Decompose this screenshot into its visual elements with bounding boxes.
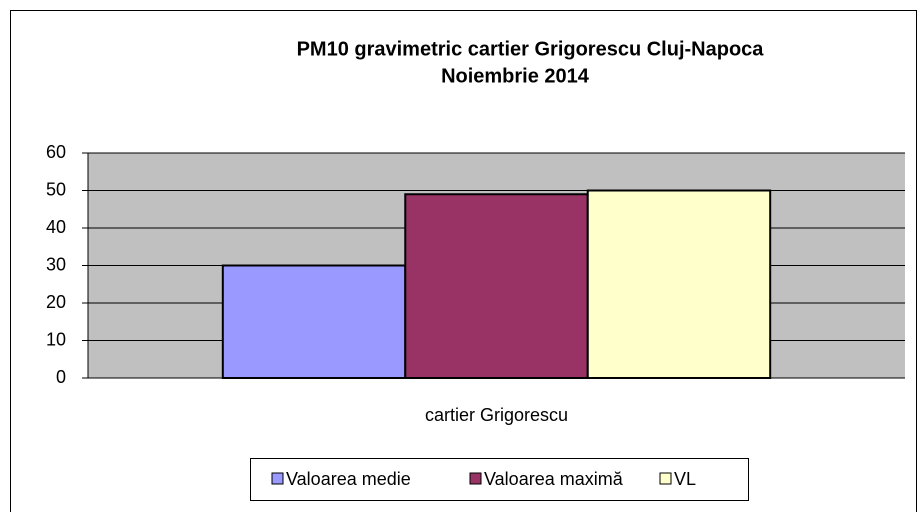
chart-subtitle: Noiembrie 2014	[441, 65, 590, 87]
y-tick-label: 30	[46, 254, 66, 274]
y-tick-label: 0	[56, 367, 66, 387]
legend-swatch	[271, 472, 284, 485]
bar	[221, 264, 407, 379]
legend-label: Valoarea medie	[286, 469, 411, 489]
y-tick-label: 20	[46, 292, 66, 312]
chart-title: PM10 gravimetric cartier Grigorescu Cluj…	[297, 38, 765, 60]
y-tick-label: 40	[46, 217, 66, 237]
bar	[404, 193, 589, 379]
legend-label: VL	[674, 469, 696, 489]
y-tick-label: 50	[46, 179, 66, 199]
bar	[586, 189, 772, 379]
legend-swatch	[659, 472, 672, 485]
x-tick-label: cartier Grigorescu	[425, 405, 568, 425]
legend-swatch	[469, 472, 482, 485]
legend-label: Valoarea maximă	[484, 469, 624, 489]
y-tick-label: 60	[46, 142, 66, 162]
y-tick-label: 10	[46, 329, 66, 349]
